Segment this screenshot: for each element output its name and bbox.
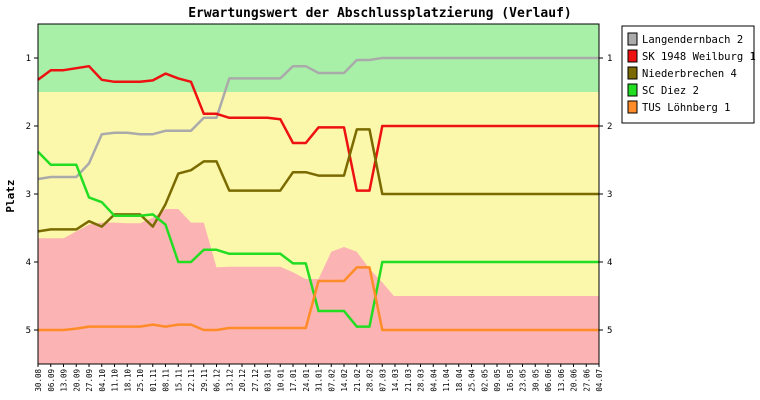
x-tick-label: 30.08: [34, 369, 43, 392]
x-tick-label: 13.12: [225, 369, 234, 392]
x-tick-label: 20.06: [570, 369, 579, 392]
x-tick-label: 20.09: [72, 369, 81, 392]
legend-box: [621, 25, 755, 124]
legend-swatch-5: [627, 100, 638, 114]
x-tick-label: 02.05: [480, 369, 489, 392]
x-tick-label: 14.03: [391, 369, 400, 392]
x-tick-label: 04.10: [98, 369, 107, 392]
x-tick-label: 31.01: [315, 369, 324, 392]
x-tick-label: 17.01: [289, 369, 298, 392]
series-line-1: [37, 56, 599, 181]
x-tick-label: 04.04: [429, 369, 438, 392]
x-tick-label: 04.07: [595, 369, 604, 392]
chart-title: Erwartungswert der Abschlussplatzierung …: [188, 6, 572, 21]
y-axis-ticks: 1 1 2 2 3 3 4 4 5 5: [26, 54, 613, 336]
x-tick-label: 23.05: [519, 369, 528, 392]
y-tick-label-left: 4: [26, 258, 31, 268]
x-tick-label: 11.10: [111, 369, 120, 392]
x-tick-label: 27.06: [582, 369, 591, 392]
series-line-4: [37, 150, 599, 328]
x-tick-label: 25.04: [468, 369, 477, 392]
x-axis-ticks: 30.08 06.09 13.09 20.09 27.09 04.10 11.10 18.10…: [34, 364, 604, 392]
y-tick-label-right: 4: [607, 258, 612, 268]
legend-swatch-4: [627, 83, 638, 97]
y-tick-label-right: 3: [607, 190, 612, 200]
x-tick-label: 21.03: [404, 369, 413, 392]
x-tick-label: 15.11: [174, 369, 183, 392]
x-tick-label: 07.02: [327, 369, 336, 392]
x-tick-label: 25.10: [136, 369, 145, 392]
legend-swatch-3: [627, 66, 638, 80]
x-tick-label: 10.01: [276, 369, 285, 392]
y-tick-label-right: 5: [607, 326, 612, 336]
x-tick-label: 18.04: [455, 369, 464, 392]
x-tick-label: 01.11: [149, 369, 158, 392]
x-tick-label: 16.05: [506, 369, 515, 392]
x-tick-label: 29.11: [200, 369, 209, 392]
x-tick-label: 06.06: [544, 369, 553, 392]
legend-label-1: Langendernbach 2: [642, 34, 743, 46]
legend: Langendernbach 2 SK 1948 Weilburg 1 Nieder…: [621, 25, 756, 124]
legend-label-5: TUS Löhnberg 1: [642, 102, 731, 114]
x-tick-label: 21.02: [353, 369, 362, 392]
x-tick-label: 22.11: [187, 369, 196, 392]
y-tick-label-left: 2: [26, 122, 31, 132]
legend-swatch-1: [627, 32, 638, 46]
x-tick-label: 24.01: [302, 369, 311, 392]
x-tick-label: 14.02: [340, 369, 349, 392]
y-tick-label-left: 1: [26, 54, 31, 64]
y-tick-label-right: 1: [607, 54, 612, 64]
x-tick-label: 06.12: [213, 369, 222, 392]
y-tick-label-right: 2: [607, 122, 612, 132]
x-tick-label: 13.06: [557, 369, 566, 392]
x-tick-label: 30.05: [531, 369, 540, 392]
legend-swatch-2: [627, 49, 638, 63]
x-tick-label: 08.11: [162, 369, 171, 392]
series-line-5: [38, 266, 599, 332]
legend-label-3: Niederbrechen 4: [642, 68, 737, 80]
legend-label-2: SK 1948 Weilburg 1: [642, 51, 756, 63]
x-tick-label: 03.01: [264, 369, 273, 392]
x-tick-label: 09.05: [493, 369, 502, 392]
y-tick-label-left: 5: [26, 326, 31, 336]
x-tick-label: 07.03: [378, 369, 387, 392]
series-line-2: [37, 64, 599, 192]
y-axis-label: Platz: [4, 179, 17, 212]
x-tick-label: 18.10: [123, 369, 132, 392]
y-tick-label-left: 3: [26, 190, 31, 200]
x-tick-label: 06.09: [47, 369, 56, 392]
series-line-3: [37, 128, 599, 233]
x-tick-label: 27.12: [251, 369, 260, 392]
x-tick-label: 11.04: [442, 369, 451, 392]
legend-label-4: SC Diez 2: [642, 85, 699, 97]
x-tick-label: 28.02: [366, 369, 375, 392]
x-tick-label: 13.09: [60, 369, 69, 392]
x-tick-label: 27.09: [85, 369, 94, 392]
series-layer: [37, 56, 599, 332]
x-tick-label: 20.12: [238, 369, 247, 392]
x-tick-label: 28.03: [417, 369, 426, 392]
